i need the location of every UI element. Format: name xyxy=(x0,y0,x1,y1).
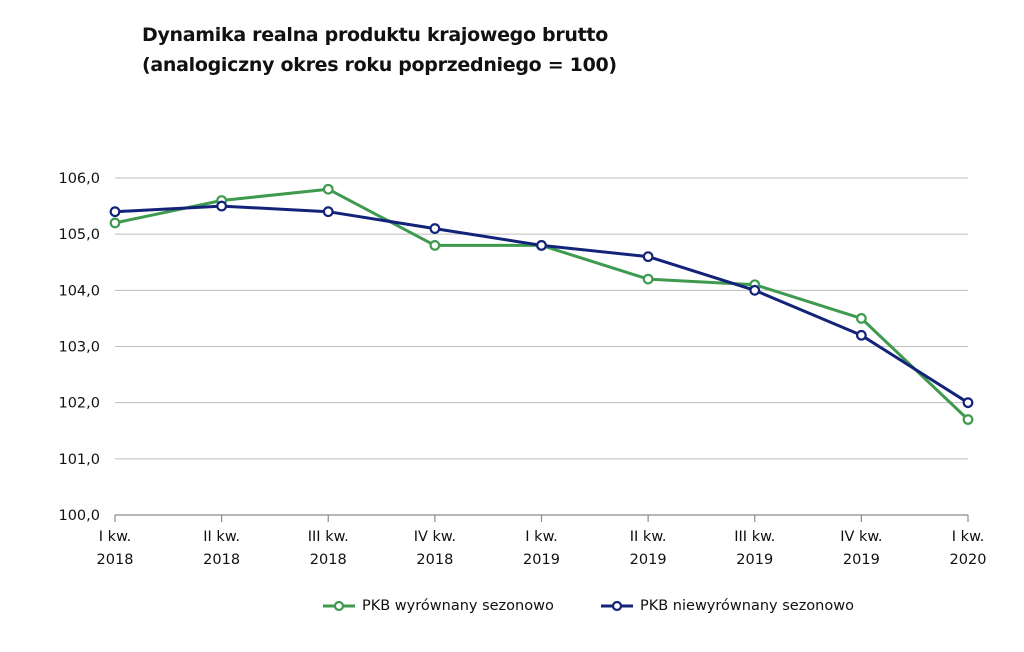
y-tick-label: 105,0 xyxy=(58,227,100,243)
x-tick-label-year: 2019 xyxy=(523,552,560,568)
data-point-series-2 xyxy=(536,239,547,251)
y-tick-label: 104,0 xyxy=(58,283,100,299)
x-tick-label-year: 2019 xyxy=(736,552,773,568)
x-tick-label: I kw. xyxy=(525,529,557,545)
legend-item-series-2: PKB niewyrównany sezonowo xyxy=(600,592,854,620)
series-line-1 xyxy=(114,187,970,421)
data-point-series-1 xyxy=(962,414,974,425)
y-tick-label: 106,0 xyxy=(58,171,100,187)
x-tick-label-year: 2018 xyxy=(416,552,453,568)
x-tick-label: I kw. xyxy=(952,529,984,545)
data-point-series-1 xyxy=(429,239,441,251)
x-tick-label: II kw. xyxy=(630,529,667,545)
data-point-series-1 xyxy=(109,217,121,229)
x-tick-label-year: 2018 xyxy=(203,552,240,568)
data-point-series-1 xyxy=(322,183,334,195)
chart-subtitle: (analogiczny okres roku poprzedniego = 1… xyxy=(142,54,617,76)
x-tick-label-year: 2020 xyxy=(950,552,987,568)
data-point-series-2 xyxy=(642,251,654,263)
chart-title: Dynamika realna produktu krajowego brutt… xyxy=(142,24,608,46)
legend-marker-series-1 xyxy=(323,600,355,612)
data-point-series-2 xyxy=(109,206,121,218)
series-line-2 xyxy=(114,204,969,404)
x-tick-label: II kw. xyxy=(203,529,240,545)
y-tick-label: 103,0 xyxy=(58,340,100,356)
x-tick-label: III kw. xyxy=(734,529,775,545)
data-point-series-1 xyxy=(855,313,867,324)
legend-label-series-1: PKB wyrównany sezonowo xyxy=(362,598,554,614)
x-tick-label: III kw. xyxy=(308,529,349,545)
chart-title-block: Dynamika realna produktu krajowego brutt… xyxy=(142,20,617,80)
y-tick-label: 100,0 xyxy=(58,508,100,524)
legend-marker-series-2 xyxy=(601,600,633,612)
legend-item-series-1: PKB wyrównany sezonowo xyxy=(322,592,554,620)
data-point-series-2 xyxy=(855,329,867,341)
x-tick-label-year: 2019 xyxy=(843,552,880,568)
data-point-series-2 xyxy=(962,397,974,409)
x-tick-label: IV kw. xyxy=(414,529,456,545)
y-tick-label: 101,0 xyxy=(58,452,100,468)
y-tick-label: 102,0 xyxy=(58,396,100,412)
x-tick-label-year: 2018 xyxy=(310,552,347,568)
legend: PKB wyrównany sezonowo PKB niewyrównany … xyxy=(0,592,1024,620)
x-tick-label-year: 2019 xyxy=(630,552,667,568)
x-tick-label-year: 2018 xyxy=(97,552,134,568)
x-tick-label: I kw. xyxy=(99,529,131,545)
data-point-series-2 xyxy=(216,200,228,212)
data-point-series-2 xyxy=(429,223,441,234)
x-tick-label: IV kw. xyxy=(840,529,882,545)
legend-label-series-2: PKB niewyrównany sezonowo xyxy=(640,598,854,614)
data-point-series-1 xyxy=(642,273,654,285)
data-point-series-2 xyxy=(749,284,761,296)
data-point-series-2 xyxy=(322,206,334,218)
